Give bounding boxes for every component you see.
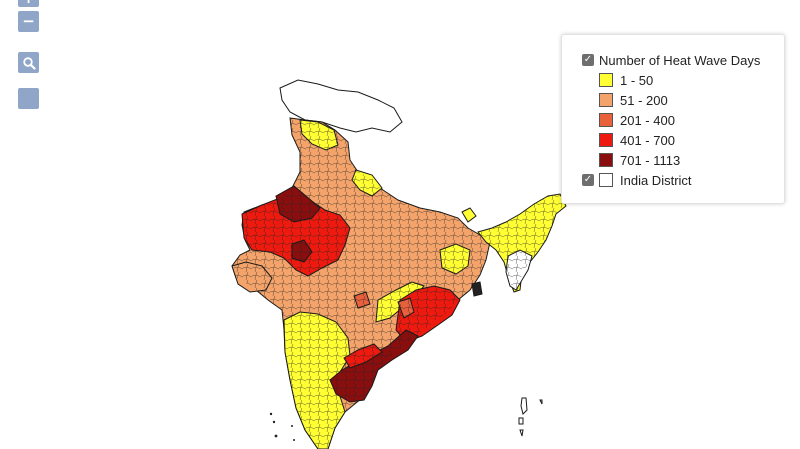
- zoom-box-button[interactable]: [18, 52, 39, 73]
- minus-icon: −: [22, 12, 35, 30]
- layer-button[interactable]: [18, 88, 39, 109]
- heatwave-layer-checkbox[interactable]: ✓: [582, 54, 594, 66]
- legend-class-item: 1 - 50: [582, 70, 784, 90]
- legend-class-label: 701 - 1113: [620, 152, 681, 168]
- region-sikkim[interactable]: [461, 207, 477, 223]
- legend-swatch: [599, 113, 613, 127]
- legend-title: Number of Heat Wave Days: [599, 52, 761, 68]
- district-swatch: [599, 173, 613, 187]
- legend-heatwave-layer[interactable]: ✓ Number of Heat Wave Days: [582, 50, 784, 70]
- legend-class-item: 401 - 700: [582, 130, 784, 150]
- legend-swatch: [599, 153, 613, 167]
- legend-class-label: 201 - 400: [620, 112, 675, 128]
- region-east-dark[interactable]: [471, 281, 483, 297]
- legend-classes: 1 - 50 51 - 200 201 - 400 401 - 700 701 - 11…: [582, 70, 784, 170]
- legend-class-label: 51 - 200: [620, 92, 668, 108]
- district-boundaries: [232, 118, 490, 449]
- legend-class-item: 201 - 400: [582, 110, 784, 130]
- legend-district-layer[interactable]: ✓ India District: [582, 170, 784, 190]
- plus-icon: +: [22, 0, 35, 6]
- islands-andaman: [518, 397, 543, 437]
- legend-swatch: [599, 73, 613, 87]
- legend-swatch: [599, 133, 613, 147]
- legend-class-label: 401 - 700: [620, 132, 675, 148]
- legend-swatch: [599, 93, 613, 107]
- district-layer-checkbox[interactable]: ✓: [582, 174, 594, 186]
- district-boundaries-ne: [478, 194, 566, 292]
- district-layer-label: India District: [620, 172, 692, 188]
- region-jammu-kashmir[interactable]: [279, 79, 403, 133]
- islands-lakshadweep: [269, 412, 295, 441]
- legend-class-item: 51 - 200: [582, 90, 784, 110]
- legend-class-item: 701 - 1113: [582, 150, 784, 170]
- legend-class-label: 1 - 50: [620, 72, 654, 88]
- legend-panel: ✓ Number of Heat Wave Days 1 - 50 51 - 20…: [561, 34, 785, 204]
- zoom-out-button[interactable]: −: [18, 11, 39, 32]
- zoom-in-button[interactable]: +: [18, 0, 39, 7]
- magnifier-icon: [22, 56, 36, 70]
